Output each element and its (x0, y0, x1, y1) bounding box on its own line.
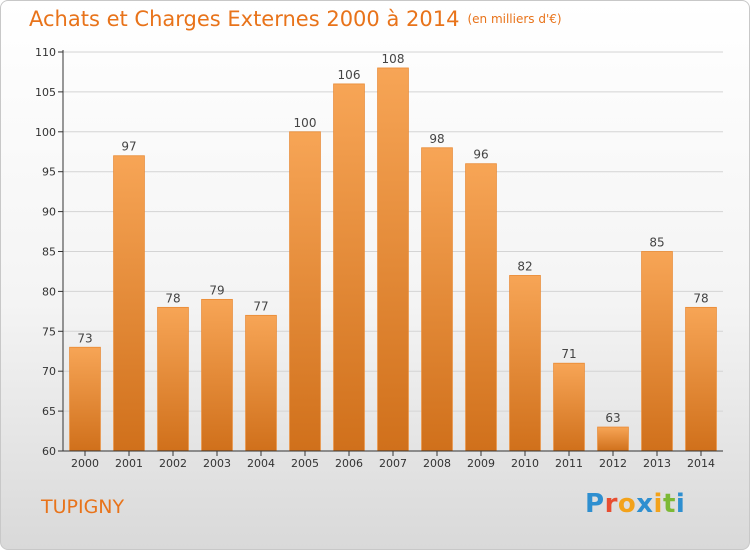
value-label: 85 (649, 236, 664, 250)
x-tick-label: 2004 (247, 457, 275, 470)
y-tick-label: 100 (35, 126, 56, 139)
bars: 73 97 78 79 77 100 106 108 98 96 82 71 63 85 78 (69, 52, 717, 452)
value-label: 71 (561, 347, 576, 361)
chart-title: Achats et Charges Externes 2000 à 2014 (e… (29, 7, 562, 31)
bar (377, 67, 409, 452)
city-name: TUPIGNY (41, 496, 125, 518)
value-label: 79 (209, 283, 224, 297)
x-tick-label: 2010 (511, 457, 539, 470)
bar (641, 251, 673, 452)
value-label: 78 (693, 291, 708, 305)
y-tick-label: 105 (35, 86, 56, 99)
x-tick-label: 2006 (335, 457, 363, 470)
value-label: 98 (429, 132, 444, 146)
bar (69, 346, 101, 452)
x-tick-label: 2008 (423, 457, 451, 470)
value-label: 97 (121, 140, 136, 154)
y-tick-label: 60 (42, 445, 56, 458)
x-tick-label: 2014 (687, 457, 715, 470)
value-label: 63 (605, 411, 620, 425)
x-tick-label: 2005 (291, 457, 319, 470)
y-tick-label: 85 (42, 246, 56, 259)
bar (597, 426, 629, 452)
y-tick-label: 110 (35, 46, 56, 59)
bar (421, 147, 453, 452)
proxiti-logo[interactable]: Proxiti (585, 489, 685, 519)
x-tick-label: 2001 (115, 457, 143, 470)
x-tick-label: 2012 (599, 457, 627, 470)
logo-letter: t (662, 489, 676, 519)
value-label: 106 (338, 68, 361, 82)
x-tick-label: 2013 (643, 457, 671, 470)
bar (289, 131, 321, 452)
bar (201, 298, 233, 452)
y-tick-label: 70 (42, 365, 56, 378)
y-tick-label: 95 (42, 166, 56, 179)
value-label: 77 (253, 299, 268, 313)
y-tick-label: 90 (42, 206, 56, 219)
bar (113, 155, 145, 452)
bar (685, 306, 717, 452)
value-label: 78 (165, 291, 180, 305)
logo-letter: i (653, 489, 663, 519)
x-tick-label: 2000 (71, 457, 99, 470)
x-tick-label: 2003 (203, 457, 231, 470)
y-tick-label: 75 (42, 325, 56, 338)
x-tick-label: 2007 (379, 457, 407, 470)
axes: 60 65 70 75 80 85 90 95 100 105 110 2000 2001 2002 200… (35, 46, 723, 470)
value-label: 108 (382, 52, 405, 66)
bar (333, 83, 365, 452)
value-label: 82 (517, 259, 532, 273)
logo-letter: o (617, 489, 637, 519)
logo-letter: r (604, 489, 618, 519)
x-tick-label: 2002 (159, 457, 187, 470)
bar (245, 314, 277, 452)
logo-letter: i (675, 489, 686, 519)
x-tick-label: 2011 (555, 457, 583, 470)
y-tick-label: 80 (42, 285, 56, 298)
value-label: 73 (77, 331, 92, 345)
y-tick-label: 65 (42, 405, 56, 418)
value-label: 100 (294, 116, 317, 130)
bar (553, 362, 585, 452)
logo-letter: P (585, 489, 605, 519)
unit-label: (en milliers d'€) (467, 12, 562, 26)
bar (465, 163, 497, 452)
title-text: Achats et Charges Externes 2000 à 2014 (29, 7, 460, 31)
bar (509, 275, 541, 452)
x-tick-label: 2009 (467, 457, 495, 470)
logo-letter: x (636, 489, 654, 519)
bar (157, 306, 189, 452)
value-label: 96 (473, 148, 488, 162)
